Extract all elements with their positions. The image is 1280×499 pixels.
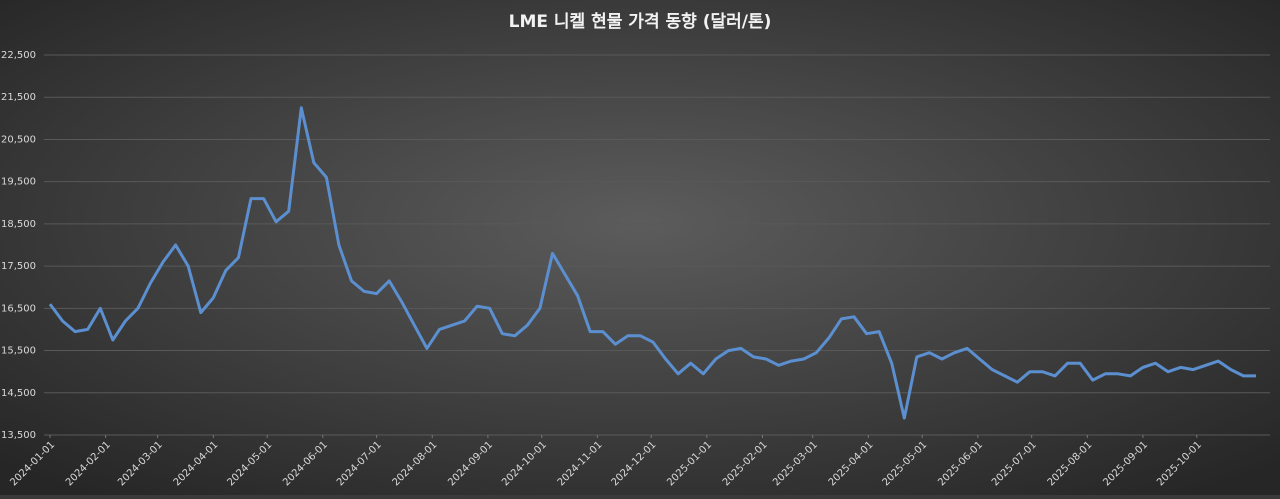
y-tick-label: 21,500 <box>1 92 36 103</box>
y-tick-label: 22,500 <box>1 50 36 61</box>
y-tick-label: 17,500 <box>1 261 36 272</box>
line-series <box>48 106 1256 420</box>
chart-title: LME 니켈 현물 가격 동향 (달러/톤) <box>509 11 772 32</box>
y-tick-label: 16,500 <box>1 303 36 314</box>
y-tick-label: 14,500 <box>1 388 36 399</box>
y-tick-label: 18,500 <box>1 219 36 230</box>
y-tick-label: 19,500 <box>1 177 36 188</box>
y-tick-label: 20,500 <box>1 134 36 145</box>
y-tick-label: 15,500 <box>1 346 36 357</box>
y-tick-label: 13,500 <box>1 430 36 441</box>
